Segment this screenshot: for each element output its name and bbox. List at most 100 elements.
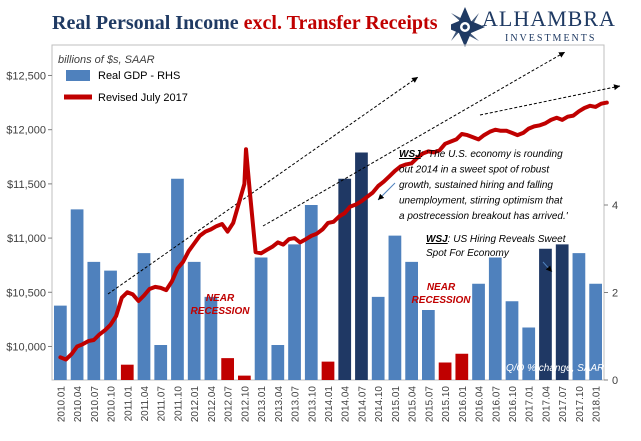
- wsj-quote-line: a postrecession breakout has arrived.': [399, 211, 569, 222]
- x-tick-label: 2014.04: [341, 386, 352, 423]
- x-tick-label: 2013.04: [274, 386, 285, 423]
- x-tick-label: 2015.01: [391, 386, 402, 423]
- income-line: [58, 100, 609, 362]
- gdp-bar: [422, 310, 435, 380]
- near-recession-label: NEAR: [427, 282, 456, 293]
- x-tick-label: 2017.04: [541, 386, 552, 423]
- left-tick-label: $11,000: [7, 233, 46, 245]
- gdp-bar: [472, 283, 485, 380]
- x-tick-label: 2014.10: [374, 386, 385, 423]
- gdp-bar: [238, 375, 251, 380]
- wsj-headline-line: WSJ: US Hiring Reveals Sweet: [426, 234, 567, 245]
- wsj-source: WSJ: [399, 149, 421, 160]
- chart-title-part2: excl. Transfer Receipts: [243, 12, 438, 34]
- gdp-bar: [187, 261, 201, 380]
- gdp-bar: [171, 178, 184, 380]
- gdp-bar: [154, 345, 168, 380]
- wsj-headline-source: WSJ: [426, 234, 448, 245]
- x-tick-label: 2011.07: [157, 386, 168, 422]
- x-tick-label: 2010.01: [56, 386, 67, 423]
- x-tick-label: 2015.04: [408, 386, 419, 423]
- gdp-bar: [572, 253, 586, 380]
- x-tick-label: 2016.01: [458, 386, 469, 423]
- gdp-bar: [371, 296, 385, 380]
- rhs-note: Q/Q % change, SAAR: [506, 363, 604, 374]
- x-tick-label: 2016.07: [491, 386, 502, 423]
- trend-arrow-2013: [262, 51, 566, 227]
- gdp-bar: [338, 178, 352, 380]
- legend-swatch-gdp: [66, 70, 90, 81]
- x-tick-label: 2012.07: [224, 386, 235, 423]
- x-tick-label: 2013.10: [307, 386, 318, 423]
- x-tick-label: 2016.04: [475, 386, 486, 423]
- near-recession-label: RECESSION: [191, 306, 251, 317]
- gdp-bar: [70, 209, 84, 380]
- wsj-quote-line: growth, sustained hiring and falling: [399, 180, 553, 191]
- left-tick-label: $10,000: [6, 341, 46, 353]
- wsj-quote-line: out 2014 in a sweet spot of robust: [399, 165, 550, 176]
- gdp-bar: [137, 253, 151, 380]
- left-tick-label: $12,500: [6, 70, 46, 82]
- x-tick-label: 2015.10: [441, 386, 452, 423]
- units-label: billions of $s, SAAR: [58, 54, 155, 66]
- gdp-bar: [438, 362, 452, 380]
- x-tick-label: 2013.01: [257, 386, 268, 423]
- gdp-bar: [388, 235, 402, 380]
- x-tick-label: 2017.01: [525, 386, 536, 423]
- gdp-bar: [321, 361, 335, 380]
- gdp-bar: [355, 152, 368, 380]
- gdp-bar: [221, 358, 234, 380]
- gdp-bar: [120, 364, 134, 380]
- wsj-quote-pointer: [377, 182, 396, 201]
- brand-subtitle: INVESTMENTS: [505, 33, 597, 44]
- gdp-bar: [254, 257, 268, 380]
- left-tick-label: $10,500: [6, 287, 46, 299]
- gdp-bar: [304, 205, 318, 380]
- x-tick-label: 2016.10: [508, 386, 519, 423]
- x-tick-label: 2010.04: [73, 386, 84, 423]
- gdp-bar: [488, 257, 502, 380]
- x-tick-label: 2011.04: [140, 386, 151, 422]
- trend-arrow-2010: [107, 76, 419, 295]
- wsj-headline-line: Spot For Economy: [426, 248, 510, 259]
- x-tick-label: 2012.10: [240, 386, 251, 423]
- legend-label-income: Revised July 2017: [98, 92, 188, 104]
- x-tick-label: 2011.10: [173, 386, 184, 422]
- gdp-bar: [87, 261, 101, 380]
- x-tick-label: 2010.07: [90, 386, 101, 423]
- x-tick-label: 2018.01: [592, 386, 603, 423]
- x-tick-label: 2017.10: [575, 386, 586, 423]
- gdp-bar: [589, 283, 602, 380]
- left-tick-label: $12,000: [6, 125, 46, 137]
- near-recession-label: NEAR: [206, 293, 235, 304]
- right-tick-label: 4: [612, 200, 618, 212]
- right-tick-label: 2: [612, 288, 618, 300]
- alhambra-emblem-icon: [451, 7, 485, 47]
- legend-label-gdp: Real GDP - RHS: [98, 70, 180, 82]
- gdp-bar: [522, 327, 536, 380]
- wsj-headline-pointer: [542, 261, 553, 273]
- wsj-quote-line: unemployment, stirring optimism that: [399, 196, 564, 207]
- gdp-bar: [271, 345, 285, 380]
- gdp-bar: [288, 244, 301, 380]
- gdp-bar: [539, 248, 552, 380]
- x-tick-label: 2017.07: [558, 386, 569, 423]
- gdp-bar: [555, 244, 569, 380]
- x-tick-label: 2014.01: [324, 386, 335, 423]
- x-tick-label: 2010.10: [107, 386, 118, 423]
- wsj-quote-line: WSJ: 'The U.S. economy is rounding: [399, 149, 563, 160]
- x-tick-label: 2012.01: [190, 386, 201, 423]
- left-tick-label: $11,500: [7, 179, 46, 191]
- trend-arrow-2016: [479, 84, 621, 116]
- gdp-bar: [455, 353, 469, 380]
- right-tick-label: 0: [612, 375, 618, 387]
- alhambra-logo: [451, 7, 485, 47]
- x-tick-label: 2013.07: [291, 386, 302, 423]
- chart-title: Real Personal Income excl. Transfer Rece…: [52, 12, 437, 35]
- gdp-bar: [405, 261, 418, 380]
- gdp-bar: [204, 296, 218, 380]
- near-recession-label: RECESSION: [412, 295, 472, 306]
- x-tick-label: 2011.01: [123, 386, 134, 422]
- x-tick-label: 2012.04: [207, 386, 218, 423]
